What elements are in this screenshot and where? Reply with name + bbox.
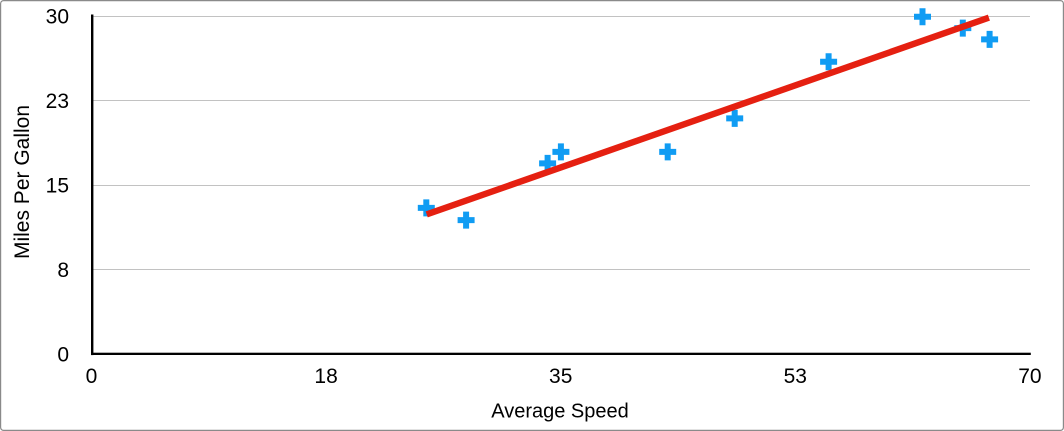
svg-text:23: 23 — [46, 90, 69, 113]
svg-text:0: 0 — [57, 344, 69, 367]
svg-text:15: 15 — [46, 175, 69, 198]
svg-text:70: 70 — [1018, 365, 1041, 388]
svg-text:30: 30 — [46, 6, 69, 29]
svg-text:8: 8 — [57, 259, 69, 282]
svg-text:Miles Per Gallon: Miles Per Gallon — [11, 105, 34, 259]
svg-text:35: 35 — [549, 365, 572, 388]
svg-text:53: 53 — [784, 365, 807, 388]
svg-text:Average Speed: Average Speed — [491, 401, 629, 423]
svg-text:18: 18 — [314, 365, 337, 388]
svg-text:0: 0 — [86, 365, 98, 388]
